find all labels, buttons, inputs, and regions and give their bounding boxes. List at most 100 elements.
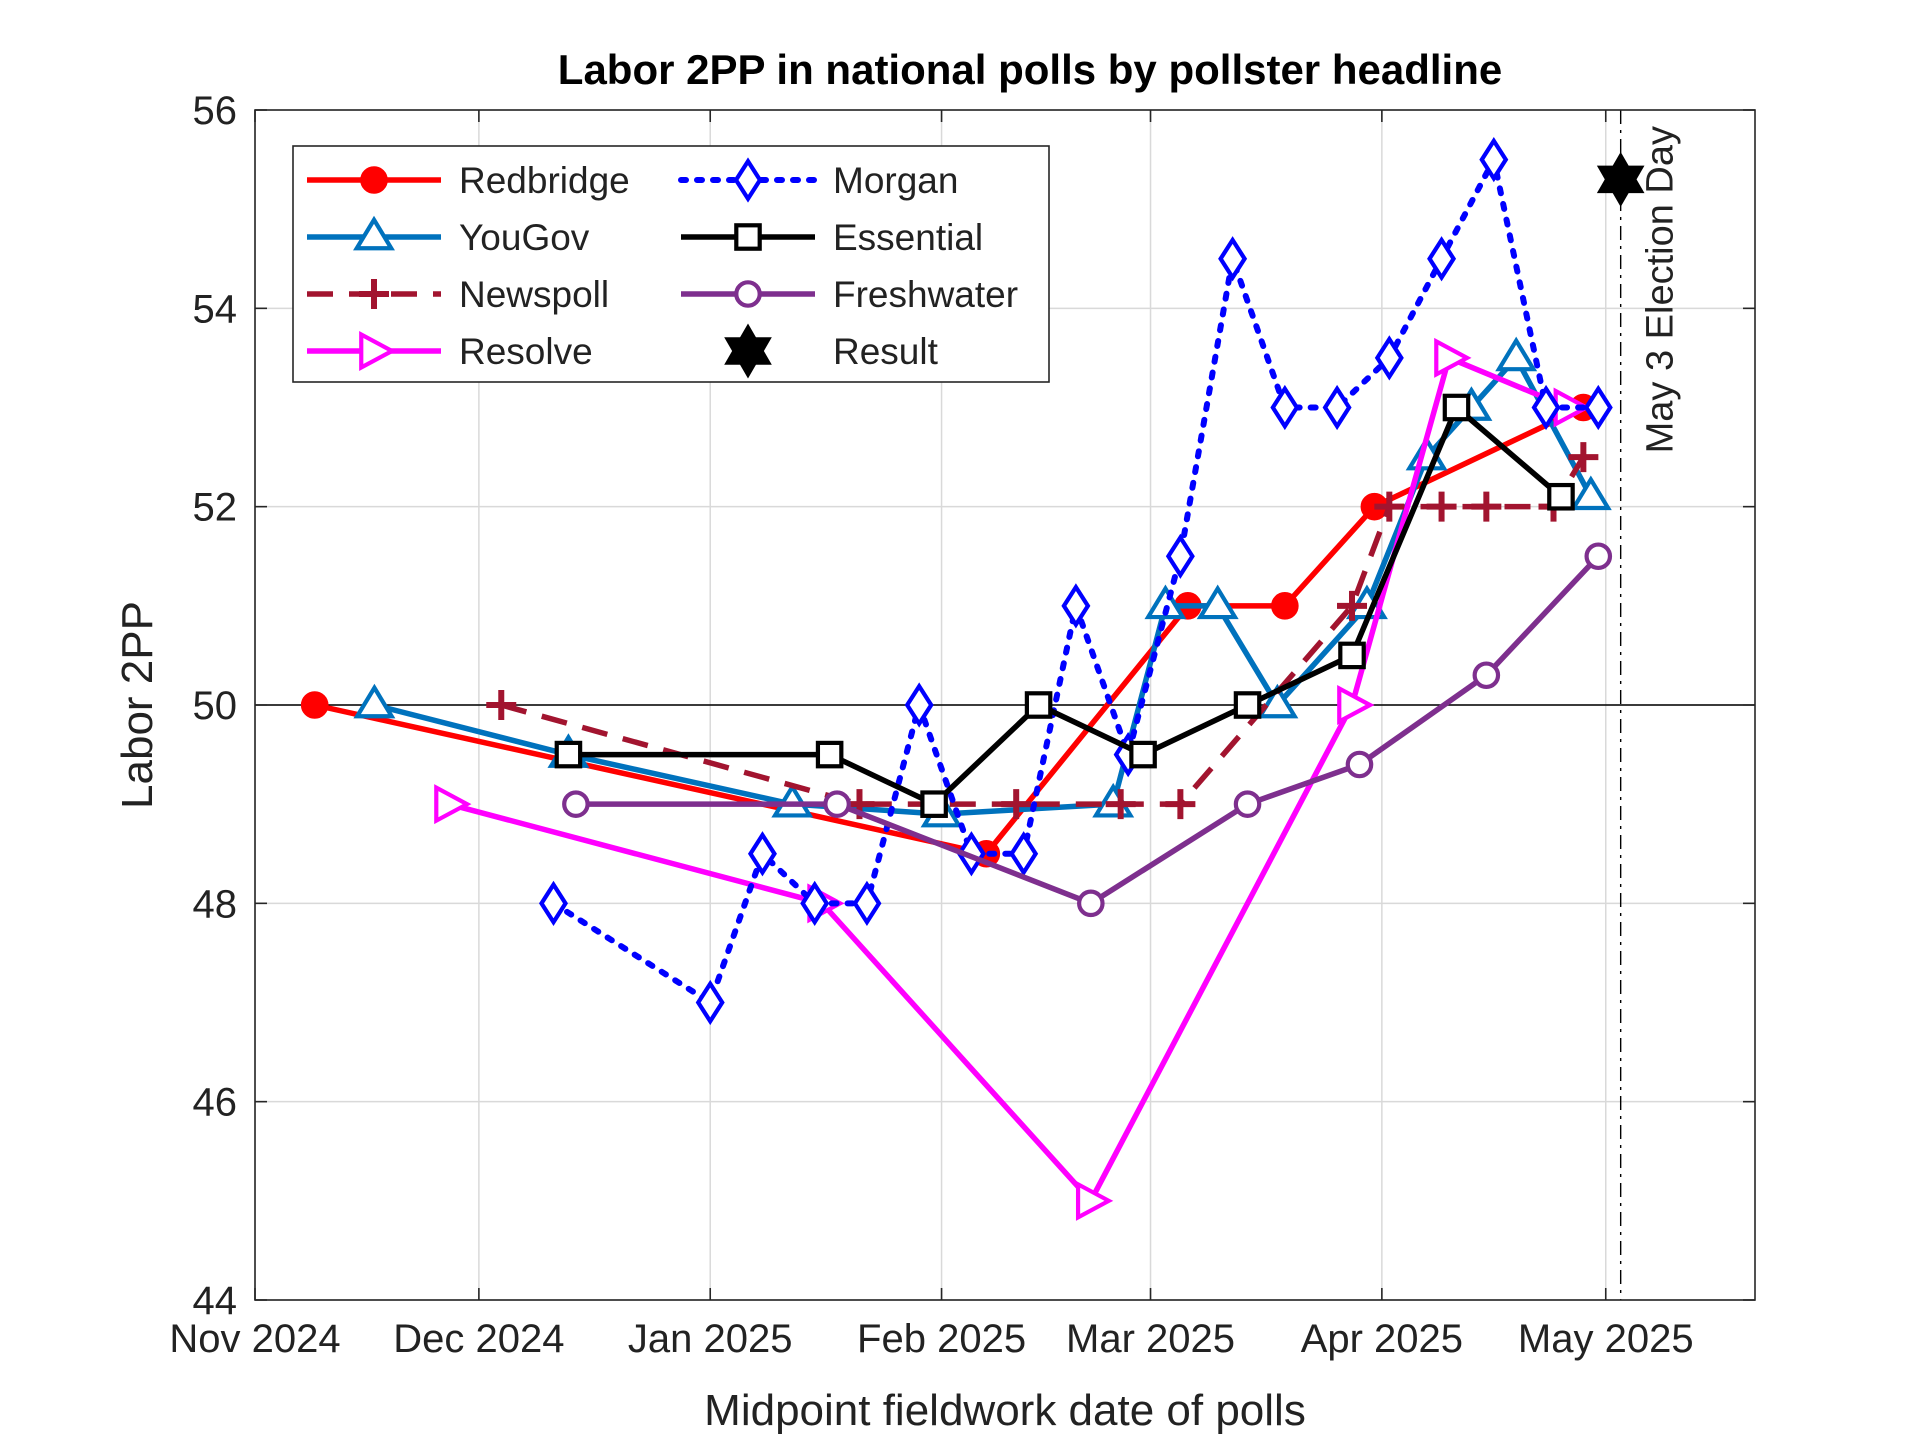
legend-swatch-marker	[359, 330, 397, 372]
series-freshwater	[562, 542, 1613, 918]
yougov-point	[1569, 475, 1612, 511]
legend-entry-result: Result	[724, 323, 939, 379]
essential-point	[1233, 691, 1262, 719]
legend-label: Essential	[833, 217, 983, 258]
resolve-point	[1075, 1180, 1114, 1221]
series-resolve	[434, 337, 1591, 1221]
legend-label: Result	[833, 331, 939, 372]
essential-point	[1338, 641, 1366, 670]
legend-entry-essential: Essential	[681, 217, 983, 258]
morgan-point	[1374, 335, 1404, 381]
resolve-point	[1337, 684, 1375, 726]
x-tick-label: May 2025	[1518, 1317, 1694, 1361]
legend-swatch-marker	[734, 280, 762, 308]
yougov-point	[1196, 584, 1239, 620]
essential-point	[815, 740, 844, 769]
essential-point	[1442, 393, 1471, 422]
newspoll-point	[1426, 491, 1457, 522]
star-triangle-down	[1596, 165, 1645, 207]
yougov-point	[1256, 683, 1299, 719]
yougov-point	[1495, 336, 1538, 372]
essential-point	[1024, 691, 1053, 719]
y-tick-label: 56	[193, 89, 238, 133]
essential-point	[554, 740, 583, 769]
legend-swatch-marker	[724, 323, 772, 379]
legend-swatch-marker	[359, 279, 389, 309]
newspoll-point	[486, 690, 517, 720]
legend-label: Morgan	[833, 160, 958, 201]
yougov-point	[353, 683, 396, 719]
result-point	[1596, 151, 1645, 207]
legend-swatch-marker	[734, 223, 762, 251]
legend-entry-freshwater: Freshwater	[681, 274, 1018, 315]
newspoll-point	[1105, 789, 1136, 820]
newspoll-point	[1001, 789, 1032, 820]
y-tick-label: 48	[193, 882, 238, 926]
morgan-point	[1270, 384, 1300, 431]
x-axis-label: Midpoint fieldwork date of polls	[704, 1386, 1306, 1435]
x-tick-label: Dec 2024	[393, 1317, 564, 1361]
series-morgan	[539, 136, 1613, 1026]
legend-swatch-marker	[733, 157, 763, 203]
redbridge-point	[300, 691, 329, 719]
x-tick-label: Mar 2025	[1066, 1317, 1235, 1361]
morgan-point	[1427, 236, 1457, 282]
star-triangle-down	[724, 337, 772, 379]
freshwater-point	[1472, 661, 1501, 690]
legend-label: Newspoll	[459, 274, 609, 315]
freshwater-point	[1584, 542, 1613, 571]
freshwater-point	[562, 790, 590, 818]
series-layer	[300, 136, 1645, 1221]
chart-title: Labor 2PP in national polls by pollster …	[558, 46, 1502, 93]
newspoll-point	[1471, 491, 1502, 522]
series-essential	[554, 393, 1575, 818]
legend-swatch-marker	[360, 166, 388, 194]
newspoll-point	[1568, 442, 1599, 473]
morgan-point	[1479, 136, 1509, 183]
legend-box	[292, 145, 1050, 383]
morgan-point	[747, 831, 777, 877]
series-line-newspoll	[500, 455, 1586, 807]
legend-entry-morgan: Morgan	[678, 157, 958, 203]
series-yougov	[353, 336, 1612, 828]
newspoll-point	[1337, 590, 1368, 621]
legend-entry-redbridge: Redbridge	[307, 160, 630, 201]
legend-entry-resolve: Resolve	[307, 330, 593, 372]
newspoll-point	[1165, 789, 1196, 820]
morgan-point	[1322, 384, 1352, 431]
legend-entry-newspoll: Newspoll	[307, 274, 609, 315]
essential-point	[920, 790, 948, 818]
x-tick-label: Apr 2025	[1301, 1317, 1463, 1361]
legend-label: Freshwater	[833, 274, 1018, 315]
morgan-point	[1583, 384, 1613, 431]
legend-label: Redbridge	[459, 160, 630, 201]
y-tick-label: 46	[193, 1081, 238, 1125]
morgan-point	[904, 682, 934, 728]
morgan-point	[1061, 583, 1091, 629]
legend-label: Resolve	[459, 331, 593, 372]
y-axis-label: Labor 2PP	[113, 601, 162, 809]
morgan-point	[539, 880, 569, 926]
morgan-point	[1009, 831, 1039, 877]
morgan-point	[800, 880, 830, 926]
series-result	[1596, 151, 1645, 207]
morgan-point	[1531, 384, 1561, 431]
morgan-point	[695, 979, 725, 1026]
freshwater-point	[1077, 889, 1105, 918]
reference-lines: May 3 Election Day	[255, 110, 1755, 1300]
resolve-point	[1434, 337, 1472, 378]
resolve-point	[434, 784, 472, 825]
x-tick-label: Jan 2025	[628, 1317, 793, 1361]
tick-labels: 44 46 48 50 52 54 56 Nov 2024 Dec 2024 Jan 2025 Fe…	[169, 89, 1755, 1361]
essential-point	[1129, 740, 1157, 769]
legend-label: YouGov	[459, 217, 590, 258]
yougov-point	[771, 782, 814, 818]
series-line-resolve	[448, 355, 1570, 1204]
legend: Redbridge YouGov Newspoll Resolve Morgan Esse…	[292, 145, 1050, 383]
morgan-point	[852, 880, 882, 926]
freshwater-point	[823, 790, 851, 818]
y-tick-label: 52	[193, 486, 238, 530]
y-tick-label: 44	[193, 1279, 238, 1323]
freshwater-point	[1233, 790, 1262, 818]
